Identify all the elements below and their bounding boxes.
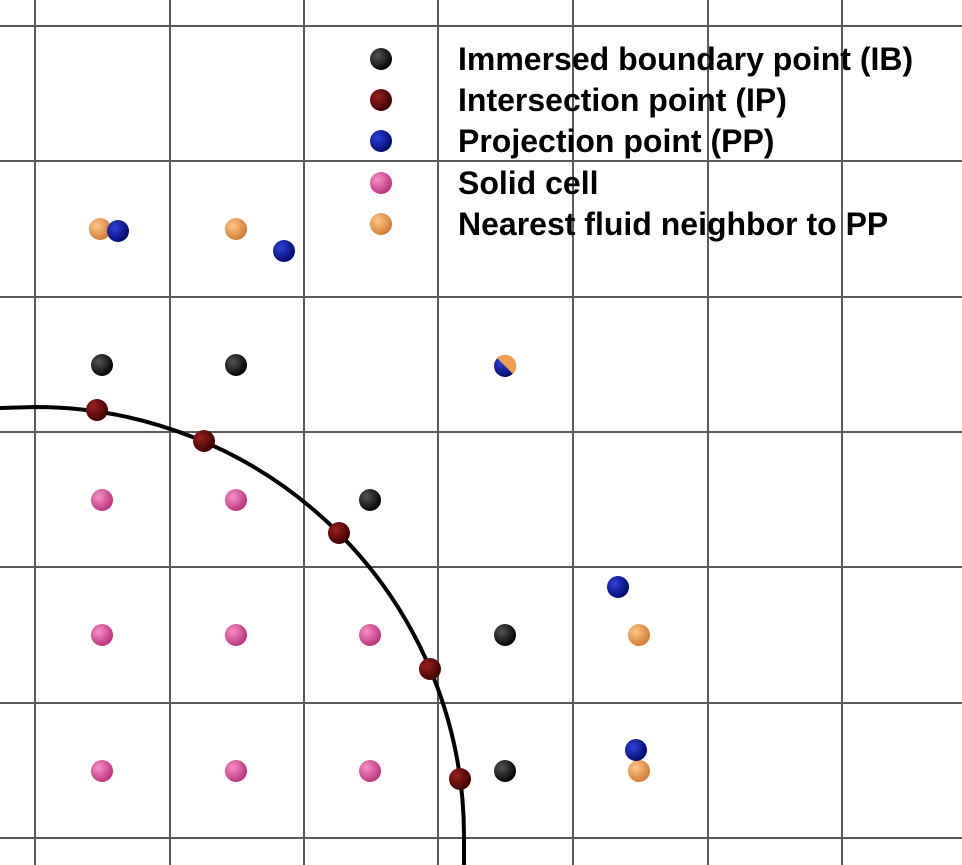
- projection-points: [107, 220, 647, 761]
- legend-marker-ib: [370, 48, 392, 70]
- legend-item-ip: Intersection point (IP): [370, 82, 787, 118]
- legend-marker-ip: [370, 89, 392, 111]
- legend-marker-solid: [370, 172, 392, 194]
- ib-point: [359, 489, 381, 511]
- nearest-fluid-point: [628, 760, 650, 782]
- projection-point: [273, 240, 295, 262]
- nearest-fluid-neighbors: [89, 218, 650, 782]
- solid-cell-point: [359, 624, 381, 646]
- intersection-point: [193, 430, 215, 452]
- legend-label-nearest-fluid: Nearest fluid neighbor to PP: [458, 206, 888, 242]
- intersection-point: [449, 768, 471, 790]
- intersection-point: [419, 658, 441, 680]
- solid-cells: [91, 489, 381, 782]
- legend-label-ib: Immersed boundary point (IB): [458, 41, 913, 77]
- legend-item-ib: Immersed boundary point (IB): [370, 41, 913, 77]
- ib-point: [494, 760, 516, 782]
- solid-cell-point: [91, 624, 113, 646]
- solid-cell-point: [225, 760, 247, 782]
- legend-label-pp: Projection point (PP): [458, 123, 774, 159]
- intersection-point: [86, 399, 108, 421]
- projection-point: [625, 739, 647, 761]
- solid-cell-point: [225, 489, 247, 511]
- intersection-points: [86, 399, 471, 790]
- solid-cell-point: [91, 489, 113, 511]
- immersed-boundary-points: [91, 354, 516, 782]
- legend-item-pp: Projection point (PP): [370, 123, 774, 159]
- nearest-fluid-point-overlap: [497, 354, 517, 374]
- ib-point: [494, 624, 516, 646]
- nearest-fluid-point: [225, 218, 247, 240]
- legend-marker-nearest-fluid: [370, 213, 392, 235]
- ib-point: [91, 354, 113, 376]
- legend-label-solid: Solid cell: [458, 165, 598, 201]
- nearest-fluid-point: [89, 218, 111, 240]
- intersection-point: [328, 522, 350, 544]
- legend-item-nearest-fluid: Nearest fluid neighbor to PP: [370, 206, 888, 242]
- nearest-fluid-point: [628, 624, 650, 646]
- solid-cell-point: [91, 760, 113, 782]
- legend-item-solid: Solid cell: [370, 165, 598, 201]
- legend-label-ip: Intersection point (IP): [458, 82, 787, 118]
- projection-point: [607, 576, 629, 598]
- solid-cell-point: [359, 760, 381, 782]
- projection-point: [107, 220, 129, 242]
- legend: Immersed boundary point (IB) Intersectio…: [370, 41, 913, 242]
- ib-point: [225, 354, 247, 376]
- legend-marker-pp: [370, 130, 392, 152]
- solid-cell-point: [225, 624, 247, 646]
